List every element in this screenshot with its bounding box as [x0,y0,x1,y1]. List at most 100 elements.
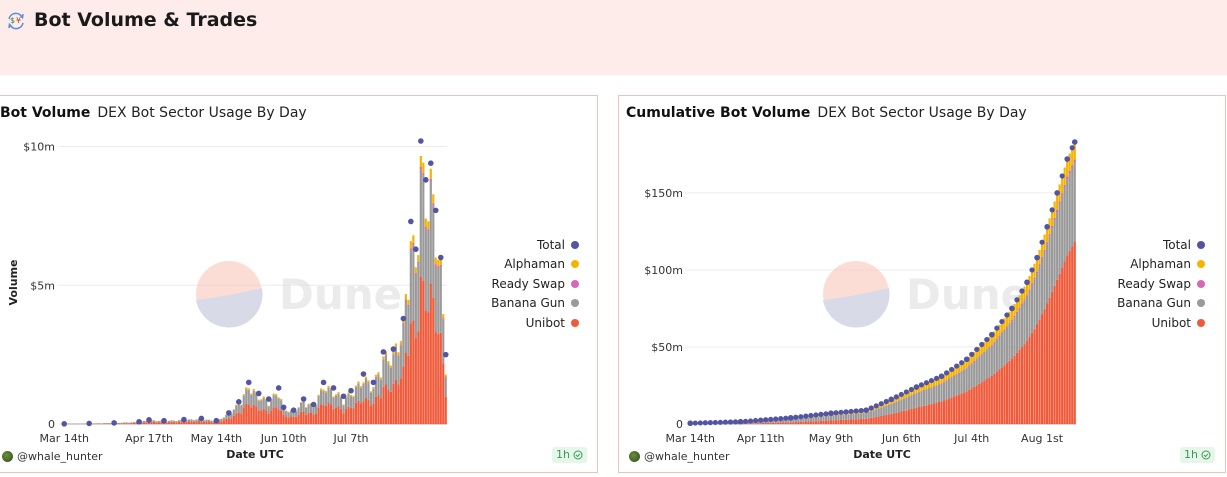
bar-banana-gun [870,411,873,418]
bar-unibot [307,412,310,424]
bar-unibot [741,423,745,424]
bar-alphaman [1071,147,1074,166]
total-marker [437,254,444,261]
legend-item-ready-swap[interactable]: Ready Swap [429,274,579,294]
bar-ready-swap [960,370,963,372]
bar-banana-gun [142,420,146,423]
bar-alphaman [998,324,1001,336]
bar-ready-swap [988,347,991,348]
bar-unibot [855,419,858,424]
bar-alphaman [827,413,830,416]
bar-ready-swap [382,359,385,360]
legend-item-total[interactable]: Total [1059,235,1205,255]
total-marker [868,405,874,411]
total-marker [408,218,414,225]
bar-banana-gun [434,265,437,333]
currency-exchange-icon: $ ¥ [8,12,24,30]
legend-item-ready-swap[interactable]: Ready Swap [1059,274,1205,294]
bar-banana-gun [1020,304,1024,348]
total-marker [717,419,724,425]
legend-item-alphaman[interactable]: Alphaman [429,255,579,275]
total-marker [903,389,909,395]
bar-alphaman [354,385,358,388]
bar-banana-gun [374,377,378,397]
panel-title[interactable]: Bot Volume [0,105,91,121]
bar-banana-gun [860,413,863,420]
bar-unibot [170,421,173,424]
bar-banana-gun [731,422,735,424]
bar-banana-gun [337,393,340,407]
bar-unibot [147,422,151,424]
bar-banana-gun [359,388,363,404]
legend-item-banana-gun[interactable]: Banana Gun [1059,294,1205,314]
legend-item-total[interactable]: Total [429,235,579,255]
bar-banana-gun [404,300,407,353]
bar-ready-swap [429,178,432,182]
bar-unibot [1051,291,1054,424]
bar-unibot [767,422,770,424]
bar-banana-gun [414,275,417,338]
panel-title[interactable]: Cumulative Bot Volume [626,105,811,121]
bar-alphaman [235,404,238,406]
bar-banana-gun [844,414,848,420]
total-marker [989,332,995,338]
total-marker [843,409,849,415]
total-marker [747,418,754,424]
bar-unibot [880,415,883,424]
bar-ready-swap [397,355,400,356]
bar-banana-gun [887,404,890,415]
bar-alphaman [958,364,961,373]
author-tag[interactable]: @whale_hunter [2,450,103,463]
bar-banana-gun [265,400,268,411]
bar-banana-gun [247,390,250,405]
bar-ready-swap [404,299,407,301]
bar-unibot [935,402,938,424]
bar-banana-gun [132,422,136,423]
bar-banana-gun [1071,167,1074,247]
bar-banana-gun [387,364,390,390]
bar-unibot [275,407,278,424]
bar-unibot [1000,367,1003,424]
bar-banana-gun [202,420,205,423]
bar-unibot [988,377,991,424]
refresh-badge[interactable]: 1h [1180,447,1215,463]
bar-ready-swap [970,363,973,364]
legend-swatch [1197,318,1205,327]
bar-unibot [1003,365,1006,424]
bar-unibot [892,413,895,424]
bar-unibot [399,378,402,424]
bar-banana-gun [779,419,782,423]
bar-banana-gun [1025,296,1029,342]
total-marker [954,363,960,369]
bar-banana-gun [809,417,812,422]
bar-banana-gun [127,422,131,424]
bar-unibot [384,384,388,424]
total-marker [245,379,252,386]
bar-banana-gun [1040,258,1044,315]
legend-item-alphaman[interactable]: Alphaman [1059,255,1205,275]
bar-unibot [920,406,923,424]
bar-alphaman [927,381,931,389]
bar-ready-swap [978,356,981,358]
bar-unibot [197,421,200,424]
bar-alphaman [327,385,330,388]
bar-ready-swap [1008,323,1011,325]
legend-item-banana-gun[interactable]: Banana Gun [429,294,579,314]
bar-unibot [310,412,313,424]
legend-item-unibot[interactable]: Unibot [429,313,579,333]
total-marker [798,414,804,420]
total-marker [390,346,397,352]
bar-ready-swap [1058,201,1061,204]
bar-ready-swap [1005,326,1008,328]
total-marker [432,207,439,214]
bar-alphaman [915,387,918,393]
bar-unibot [397,384,400,424]
svg-text:$: $ [10,16,15,25]
bar-banana-gun [372,388,375,404]
refresh-badge[interactable]: 1h [552,447,587,463]
bar-banana-gun [885,405,888,415]
legend-item-unibot[interactable]: Unibot [1059,313,1205,333]
bar-alphaman [285,410,288,412]
bar-alphaman [1040,242,1044,258]
author-tag[interactable]: @whale_hunter [629,450,730,463]
